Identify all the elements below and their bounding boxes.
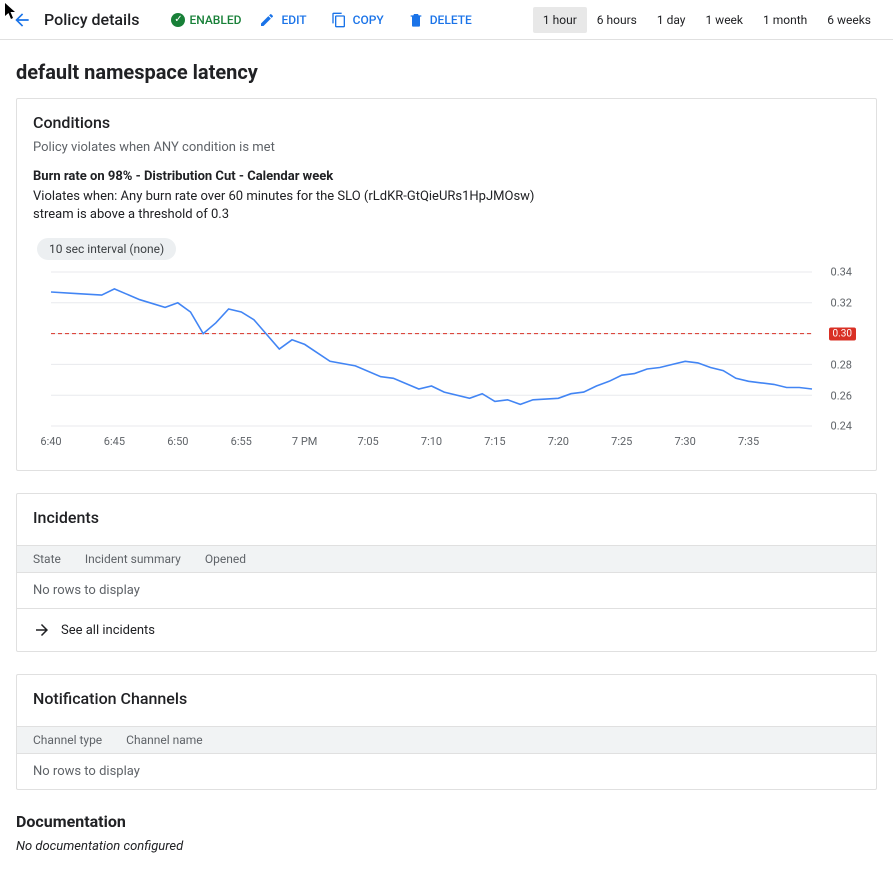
condition-line-1: Violates when: Any burn rate over 60 min… [33,189,534,204]
chart-xtick: 6:40 [40,435,61,448]
delete-label: DELETE [430,13,472,27]
table-column-header: Channel type [33,733,102,747]
chart-xtick: 7 PM [292,435,317,448]
chart-xtick: 7:20 [548,435,569,448]
conditions-card: Conditions Policy violates when ANY cond… [16,98,877,471]
see-all-incidents-link[interactable]: See all incidents [17,609,876,651]
arrow-left-icon [12,10,32,30]
chart-xtick: 7:30 [675,435,696,448]
chart-xtick: 7:10 [421,435,442,448]
time-range-tab[interactable]: 1 day [647,7,696,33]
incidents-card: Incidents State Incident summary Opened No… [16,493,877,652]
chart-xtick: 7:15 [484,435,505,448]
pencil-icon [259,12,275,28]
status-enabled-chip: ✓ ENABLED [171,13,241,27]
chart-ytick: 0.34 [827,266,852,279]
documentation-empty-text: No documentation configured [16,839,877,854]
chart-xtick: 6:45 [104,435,125,448]
status-label: ENABLED [189,13,241,27]
time-range-tab[interactable]: 1 week [695,7,753,33]
chart-ytick: 0.24 [827,420,852,433]
condition-line-2: stream is above a threshold of 0.3 [33,207,229,222]
chart-ytick: 0.28 [827,358,852,371]
interval-pill: 10 sec interval (none) [37,238,176,260]
delete-button[interactable]: DELETE [402,8,478,32]
channels-title: Notification Channels [33,689,860,708]
condition-name: Burn rate on 98% - Distribution Cut - Ca… [33,169,860,184]
back-button[interactable] [12,10,32,30]
channels-empty-row: No rows to display [17,754,876,789]
chart-ytick: 0.32 [827,297,852,310]
time-range-tab[interactable]: 1 hour [533,7,587,33]
trash-icon [408,12,424,28]
conditions-title: Conditions [33,113,860,132]
chart-xtick: 7:05 [357,435,378,448]
time-range-tab[interactable]: 1 month [753,7,817,33]
channels-table-header: Channel type Channel name [17,726,876,754]
top-toolbar: Policy details ✓ ENABLED EDIT COPY DELET… [0,0,893,40]
channels-card: Notification Channels Channel typeChanne… [16,674,877,790]
table-column-header: Incident summary [85,552,181,566]
time-range-tab[interactable]: 6 hours [587,7,647,33]
chart-threshold-badge: 0.30 [829,327,857,340]
documentation-section: Documentation No documentation configure… [16,812,877,854]
conditions-subtitle: Policy violates when ANY condition is me… [33,140,860,155]
check-circle-icon: ✓ [171,13,185,27]
incidents-title: Incidents [33,508,860,527]
table-column-header: Opened [205,552,246,566]
arrow-right-icon [33,621,51,639]
chart-xtick: 6:50 [167,435,188,448]
condition-violation-text: Violates when: Any burn rate over 60 min… [33,188,860,224]
see-all-incidents-label: See all incidents [61,623,155,638]
copy-icon [331,12,347,28]
documentation-title: Documentation [16,812,877,831]
copy-label: COPY [353,13,384,27]
incidents-empty-row: No rows to display [17,573,876,609]
time-range-tab[interactable]: 6 weeks [817,7,881,33]
table-column-header: Channel name [126,733,203,747]
time-range-tabs: 1 hour6 hours1 day1 week1 month6 weeks [533,7,881,33]
edit-label: EDIT [281,13,306,27]
table-column-header: State [33,552,61,566]
chart-xtick: 7:25 [611,435,632,448]
chart-ytick: 0.26 [827,389,852,402]
burn-rate-chart: 0.240.260.280.300.320.340.306:406:456:50… [41,266,852,446]
edit-button[interactable]: EDIT [253,8,312,32]
incidents-table-header: State Incident summary Opened [17,545,876,573]
chart-xtick: 6:55 [231,435,252,448]
copy-button[interactable]: COPY [325,8,390,32]
page-header-title: Policy details [44,10,139,29]
policy-name-title: default namespace latency [16,60,877,84]
chart-xtick: 7:35 [738,435,759,448]
